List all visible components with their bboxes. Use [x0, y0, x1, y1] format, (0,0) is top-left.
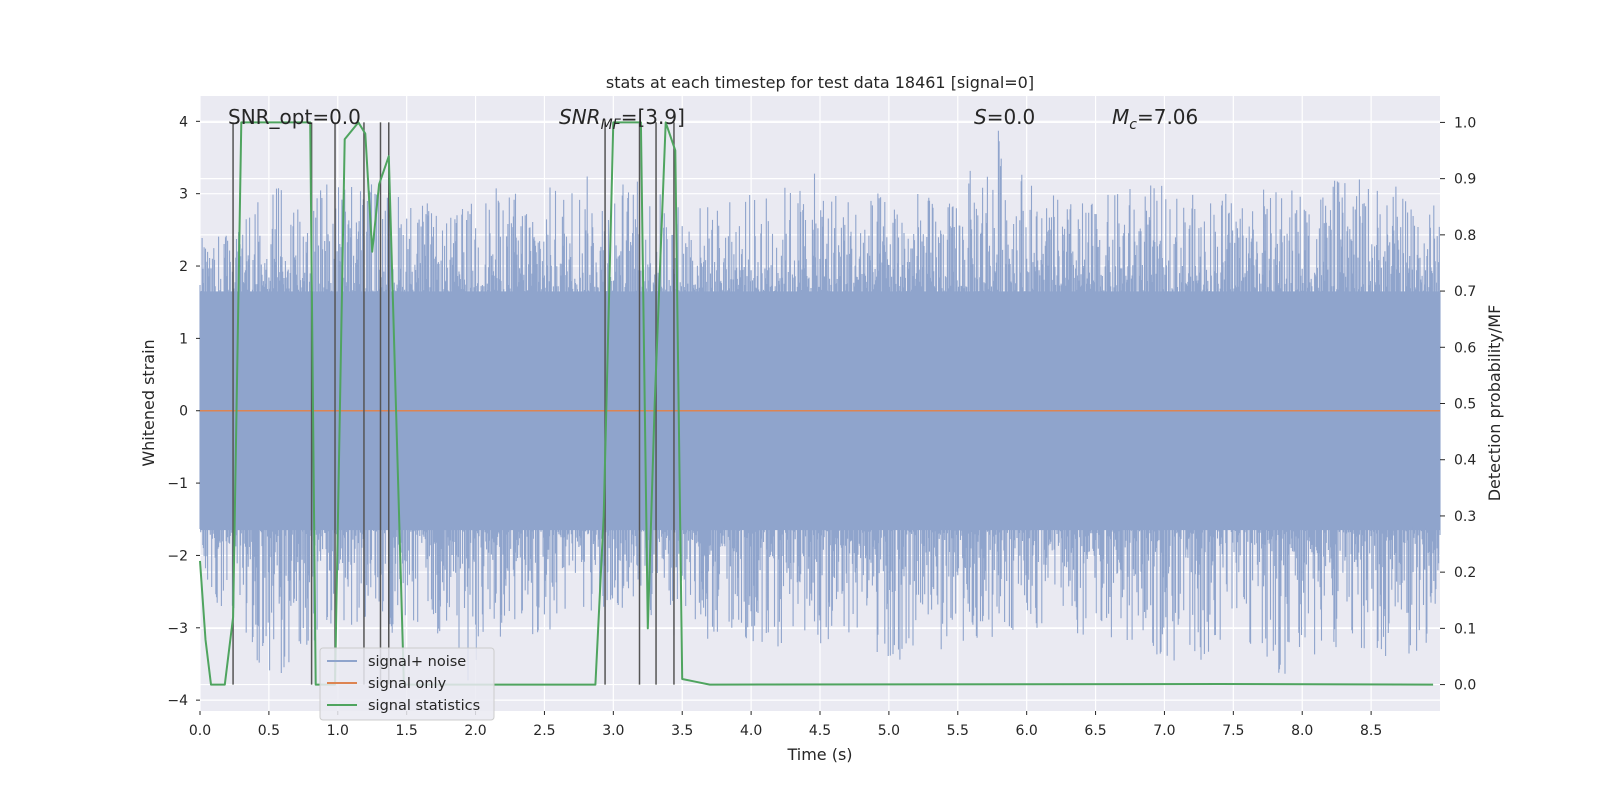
annotation-mc-value: =7.06	[1137, 105, 1198, 129]
annotation-mc-prefix: M	[1112, 105, 1129, 129]
y2-tick-label: 0.4	[1454, 453, 1476, 469]
y-tick-label: 4	[179, 114, 188, 130]
annotation-s-value: =0.0	[987, 105, 1036, 129]
x-tick-label: 1.0	[327, 723, 349, 739]
y-ticks: −4 −3 −2 −1 0 1 2 3 4	[167, 114, 200, 709]
y-tick-label: 1	[179, 331, 188, 347]
annotation-snr-opt: SNR_opt=0.0	[228, 105, 361, 129]
y2-tick-label: 1.0	[1454, 115, 1476, 131]
x-tick-label: 4.0	[740, 723, 762, 739]
y2-tick-label: 0.9	[1454, 172, 1476, 188]
y2-tick-label: 0.3	[1454, 509, 1476, 525]
x-tick-label: 3.5	[671, 723, 693, 739]
x-tick-label: 1.5	[396, 723, 418, 739]
legend-label-stats: signal statistics	[368, 698, 480, 714]
x-tick-label: 5.0	[878, 723, 900, 739]
y-tick-label: −1	[167, 476, 188, 492]
annotation-snr-mf-sub: MF	[601, 117, 622, 133]
y-tick-label: −2	[167, 548, 188, 564]
annotation-mc: Mc=7.06	[1112, 105, 1198, 133]
y2-tick-label: 0.2	[1454, 565, 1476, 581]
annotation-snr-mf-value: =[3.9]	[621, 105, 685, 129]
y2-axis-label: Detection probability/MF	[1485, 305, 1504, 502]
signal-statistics-series	[199, 121, 1434, 686]
x-ticks: 0.0 0.5 1.0 1.5 2.0 2.5 3.0 3.5 4.0 4.5 5.0 5.5 6.0 6…	[189, 711, 1382, 739]
y2-ticks: 0.0 0.1 0.2 0.3 0.4 0.5 0.6 0.7 0.8 0.9 1.0	[1440, 115, 1476, 694]
y-axis-label: Whitened strain	[139, 339, 158, 466]
legend-box	[319, 647, 495, 721]
x-axis-label: Time (s)	[786, 745, 852, 764]
legend-label-noise: signal+ noise	[368, 654, 466, 670]
legend: signal+ noise signal only signal statist…	[319, 647, 495, 721]
y-tick-label: −3	[167, 621, 188, 637]
noise-trace	[199, 130, 1441, 681]
x-tick-label: 8.5	[1360, 723, 1382, 739]
y-tick-label: 0	[179, 404, 188, 420]
annotation-s-prefix: S	[974, 105, 987, 129]
x-tick-label: 7.5	[1222, 723, 1244, 739]
x-tick-label: 7.0	[1153, 723, 1175, 739]
x-tick-label: 5.5	[947, 723, 969, 739]
x-tick-label: 2.0	[464, 723, 486, 739]
x-tick-label: 0.0	[189, 723, 211, 739]
x-tick-label: 6.5	[1084, 723, 1106, 739]
y-tick-label: 2	[179, 259, 188, 275]
vertical-markers	[232, 122, 675, 685]
y2-tick-label: 0.6	[1454, 340, 1476, 356]
y2-tick-label: 0.7	[1454, 284, 1476, 300]
annotation-snr-mf-prefix: SNR	[559, 105, 601, 129]
x-tick-label: 8.0	[1291, 723, 1313, 739]
y2-tick-label: 0.1	[1454, 621, 1476, 637]
x-tick-label: 0.5	[258, 723, 280, 739]
signal-statistics-line	[199, 121, 1434, 686]
annotation-mc-sub: c	[1129, 117, 1137, 133]
x-tick-label: 6.0	[1016, 723, 1038, 739]
x-tick-label: 4.5	[809, 723, 831, 739]
annotation-s: S=0.0	[974, 105, 1035, 129]
x-tick-label: 3.0	[602, 723, 624, 739]
y-tick-label: 3	[179, 187, 188, 203]
y2-tick-label: 0.8	[1454, 228, 1476, 244]
legend-label-signal: signal only	[368, 676, 447, 692]
y-tick-label: −4	[167, 693, 188, 709]
y2-tick-label: 0.0	[1454, 678, 1476, 694]
chart-title: stats at each timestep for test data 184…	[606, 73, 1034, 92]
x-tick-label: 2.5	[533, 723, 555, 739]
annotation-snr-mf: SNRMF=[3.9]	[559, 105, 685, 133]
y2-tick-label: 0.5	[1454, 397, 1476, 413]
